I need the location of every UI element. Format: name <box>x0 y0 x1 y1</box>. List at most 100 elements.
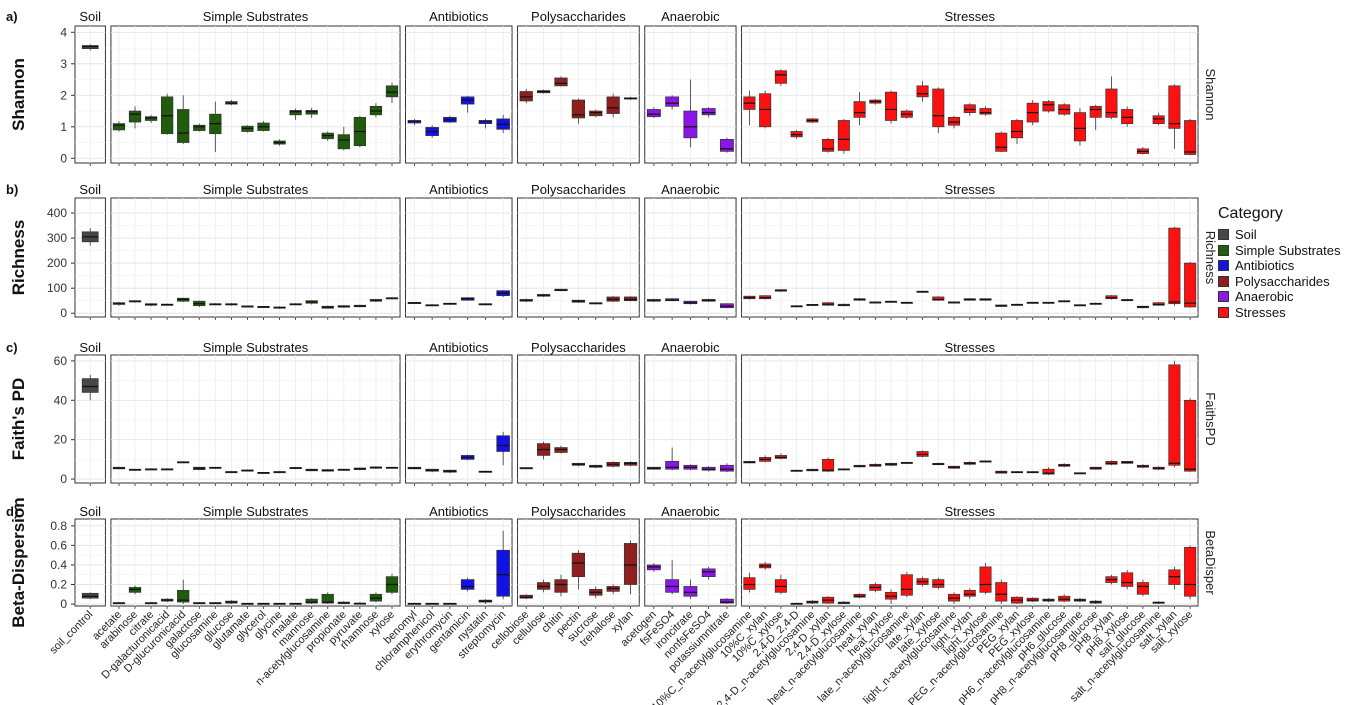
facet-strip-label: Anaerobic <box>661 9 720 24</box>
y-axis-title: Shannon <box>9 58 28 131</box>
facet-strip-label: Soil <box>79 182 101 197</box>
boxplot-light_n-acetylglucosamine <box>948 465 961 469</box>
boxplot-glucosamine <box>209 101 222 152</box>
boxplot-cellobiose <box>519 594 533 600</box>
facet-strip <box>110 181 401 198</box>
boxplot-pH8_n-acetylglucosamine <box>1073 598 1086 603</box>
box <box>822 459 835 472</box>
facet-strip-label: Soil <box>79 340 101 355</box>
boxplot-streptomycin <box>496 530 510 600</box>
box <box>683 110 698 139</box>
boxplot-fsFeSO4 <box>665 95 680 110</box>
facet-panel <box>110 25 401 164</box>
boxplot-n-acetylglucosamine <box>321 131 334 141</box>
boxplot-pH8_xylose <box>1121 106 1134 127</box>
box <box>81 45 99 50</box>
box <box>1073 112 1086 142</box>
boxplot-potassiumnitrate <box>719 137 734 153</box>
y-tick-label: 40 <box>54 393 68 407</box>
y-tick-label: 0 <box>60 597 67 611</box>
y-tick-label: 400 <box>47 206 67 220</box>
facet-simple-substrates: Simple Substratesacetatearabinosecitrate… <box>90 503 401 688</box>
boxplot-heat_xylan <box>869 301 882 304</box>
facet-soil: Soil <box>74 181 106 320</box>
boxplot-xylose <box>385 573 399 595</box>
boxplot-glucose <box>225 100 238 106</box>
legend-label: Simple Substrates <box>1235 242 1341 258</box>
legend-label: Soil <box>1235 227 1257 243</box>
boxplot-heat_n-acetylglucosamine <box>853 593 866 599</box>
boxplot-arabinose <box>128 106 142 129</box>
boxplot-pH8_glucose <box>1089 104 1102 130</box>
boxplot-glycerol <box>257 602 270 605</box>
boxplot-chitin <box>554 445 568 454</box>
boxplot-10%C_xylose <box>774 453 787 460</box>
facet-simple-substrates: Simple Substrates <box>110 8 401 166</box>
boxplot-2,4-D_n-acetylglucosamine <box>806 600 819 605</box>
boxplot-nonfsFeSO4 <box>701 298 716 302</box>
facet-strip <box>405 503 513 520</box>
box <box>1121 109 1134 124</box>
boxplot-D-galacturonicacid <box>161 93 174 135</box>
boxplot-nonfsFeSO4 <box>701 107 716 118</box>
boxplot-galactose <box>193 466 206 471</box>
box <box>193 124 206 131</box>
boxplot-benomyl <box>407 466 422 470</box>
boxplot-sucrose <box>589 464 603 469</box>
facet-strip-label: Stresses <box>944 504 995 519</box>
box <box>1136 582 1149 595</box>
boxplot-streptomycin <box>496 431 510 466</box>
boxplot-n-acetylglucosamine <box>321 469 334 472</box>
boxplot-chitin <box>554 574 568 597</box>
boxplot-D-galacturonicacid <box>161 598 174 603</box>
box <box>979 566 992 593</box>
boxplot-malate <box>289 466 302 470</box>
box <box>128 110 142 123</box>
boxplot-acetate <box>112 602 126 605</box>
boxplot-light_xylose <box>979 460 992 463</box>
facet-panel <box>405 197 513 318</box>
y-tick-label: 20 <box>54 433 68 447</box>
boxplot-pyruvate <box>353 115 367 148</box>
facet-strip <box>741 503 1198 520</box>
boxplot-salt_n-acetylglucosamine <box>1152 112 1165 126</box>
boxplot-pH6_n-acetylglucosamine <box>1042 598 1055 603</box>
right-strip-label: Shannon <box>1203 68 1218 120</box>
boxplot-streptomycin <box>496 290 510 297</box>
legend-label: Stresses <box>1235 304 1286 320</box>
boxplot-salt_xylan <box>1168 84 1181 149</box>
boxplot-ironcitrate <box>683 300 698 305</box>
boxplot-10%C_n-acetylglucosamine <box>743 460 756 464</box>
boxplot-chitin <box>554 76 568 87</box>
boxplot-soil_control <box>81 592 99 600</box>
legend-title: Category <box>1218 205 1283 222</box>
boxplot-2,4-D_2,4-D <box>790 602 803 605</box>
right-strip-label: BetaDisper <box>1203 530 1218 595</box>
boxplot-D-galacturonicacid <box>161 468 174 471</box>
boxplot-pectin <box>571 550 585 590</box>
facet-strip-label: Anaerobic <box>661 340 720 355</box>
box <box>1089 105 1102 118</box>
legend-item: Polysaccharides <box>1218 274 1341 290</box>
boxplot-ironcitrate <box>683 79 698 148</box>
facet-stresses: Stresses <box>741 8 1199 166</box>
boxplot-cellobiose <box>519 467 533 470</box>
y-tick-label: 0.4 <box>50 558 67 572</box>
facet-strip-label: Soil <box>79 504 101 519</box>
facet-stresses: Stresses <box>741 339 1199 486</box>
boxplot-light_n-acetylglucosamine <box>948 301 961 304</box>
legend-item: Anaerobic <box>1218 289 1341 305</box>
facet-simple-substrates: Simple Substrates <box>110 181 401 320</box>
panel-beta-dispersion: d)Beta-Dispersion 0 0.2 0.4 0.6 0.8 BetaDisper… <box>6 497 1218 705</box>
boxplot-xylan <box>623 96 638 101</box>
boxplot-chloramphenicol <box>425 602 439 605</box>
boxplot-acetogen <box>646 562 661 572</box>
boxplot-rhamnose <box>369 298 383 302</box>
boxplot-PEG_n-acetylglucosamine <box>995 470 1008 474</box>
boxplot-galactose <box>193 602 206 605</box>
boxplot-pH8_glucose <box>1089 302 1102 305</box>
y-axis-title: Faith's PD <box>9 378 28 460</box>
boxplot-cellobiose <box>519 88 533 104</box>
y-axis-title: Beta-Dispersion <box>9 497 28 627</box>
boxplot-salt_xylose <box>1184 398 1197 473</box>
